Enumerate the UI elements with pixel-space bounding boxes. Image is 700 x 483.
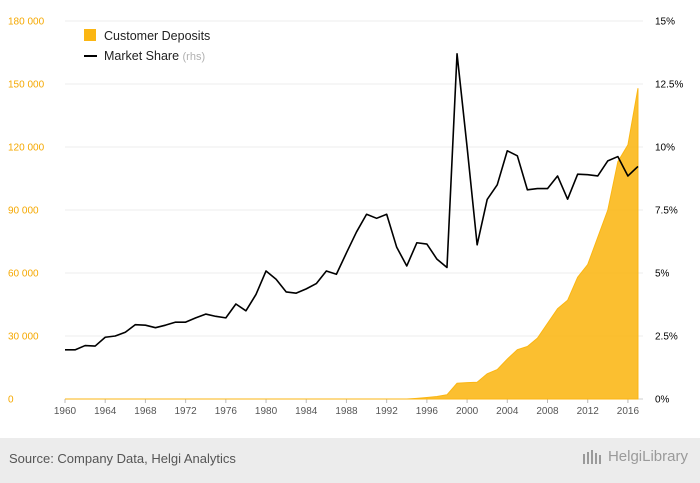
x-tick-label: 1972: [175, 406, 198, 417]
brand-name: HelgiLibrary: [607, 448, 688, 465]
y-left-tick-label: 30 000: [8, 332, 39, 343]
y-right-tick-label: 12.5%: [655, 80, 683, 91]
x-tick-label: 1968: [134, 406, 157, 417]
x-tick-label: 1976: [215, 406, 238, 417]
y-left-tick-label: 180 000: [8, 17, 45, 28]
legend-label-market-share: Market Share (rhs): [104, 49, 205, 63]
y-left-tick-label: 60 000: [8, 269, 39, 280]
x-tick-label: 1984: [295, 406, 318, 417]
y-left-tick-label: 150 000: [8, 80, 45, 91]
footer: Source: Company Data, Helgi Analytics He…: [0, 438, 700, 483]
y-right-tick-label: 7.5%: [655, 206, 678, 217]
y-right-tick-label: 0%: [655, 395, 670, 406]
legend-suffix-rhs: (rhs): [183, 51, 206, 63]
y-left-tick-label: 0: [8, 395, 14, 406]
x-tick-label: 2004: [496, 406, 519, 417]
series-area-customer-deposits: [65, 88, 639, 400]
x-tick-label: 1988: [335, 406, 358, 417]
y-right-tick-label: 15%: [655, 17, 675, 28]
y-right-tick-label: 10%: [655, 143, 675, 154]
x-tick-label: 2000: [456, 406, 479, 417]
x-tick-label: 2016: [617, 406, 640, 417]
x-tick-label: 1964: [94, 406, 117, 417]
legend-swatch-customer-deposits: [84, 29, 96, 41]
y-left-tick-label: 120 000: [8, 143, 45, 154]
y-right-tick-label: 5%: [655, 269, 670, 280]
brand-logo: HelgiLibrary: [582, 448, 688, 465]
x-tick-label: 1980: [255, 406, 278, 417]
x-tick-label: 2012: [577, 406, 600, 417]
series-line-market-share: [65, 52, 639, 351]
library-icon: [582, 449, 601, 464]
legend-label-customer-deposits: Customer Deposits: [104, 29, 210, 43]
y-left-tick-label: 90 000: [8, 206, 39, 217]
source-note: Source: Company Data, Helgi Analytics: [9, 451, 236, 466]
x-tick-label: 2008: [536, 406, 559, 417]
chart: 0 30 000 60 000 90 000 120 000 150 000 180 000…: [8, 17, 683, 418]
x-tick-label: 1960: [54, 406, 77, 417]
y-right-tick-label: 2.5%: [655, 332, 678, 343]
x-tick-label: 1996: [416, 406, 439, 417]
x-tick-label: 1992: [376, 406, 399, 417]
